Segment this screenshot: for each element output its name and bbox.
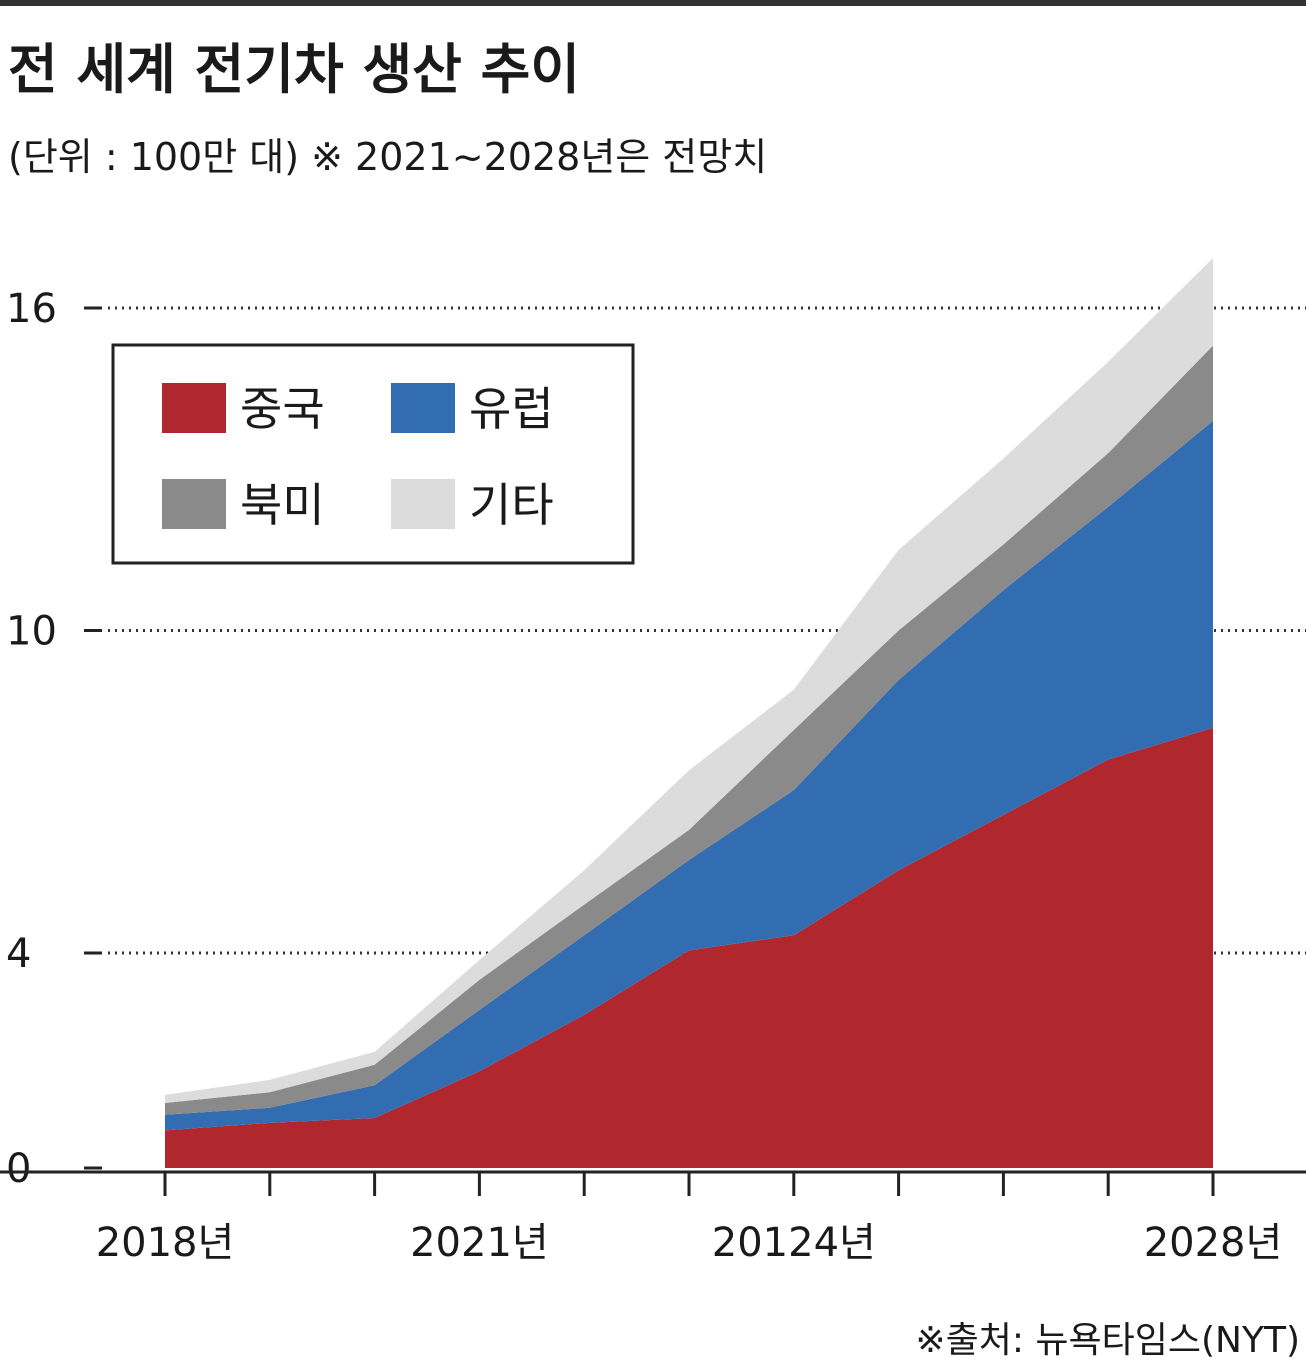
top-border [0, 0, 1306, 6]
x-tick-label: 2018년 [96, 1220, 235, 1266]
legend-label: 유럽 [469, 382, 554, 436]
chart-subtitle: (단위 : 100만 대) ※ 2021~2028년은 전망치 [8, 135, 767, 179]
legend-box [111, 343, 635, 565]
y-tick-label: 0 [6, 1146, 31, 1192]
x-tick-label: 2028년 [1144, 1220, 1283, 1266]
legend-swatch [391, 479, 455, 529]
x-tick-label: 20124년 [712, 1220, 876, 1266]
legend-label: 북미 [240, 478, 325, 532]
y-tick-label: 4 [6, 931, 31, 977]
legend-swatch [162, 479, 226, 529]
legend-label: 중국 [240, 382, 325, 436]
area [165, 727, 1213, 1168]
source: ※출처: 뉴욕타임스(NYT) [915, 1320, 1300, 1361]
y-tick-label: 10 [6, 609, 57, 655]
legend-label: 기타 [469, 478, 554, 532]
x-tick-label: 2021년 [410, 1220, 549, 1266]
chart-title: 전 세계 전기차 생산 추이 [8, 38, 580, 101]
y-tick-label: 16 [6, 286, 57, 332]
area [165, 420, 1213, 1131]
legend-swatch [391, 383, 455, 433]
legend-swatch [162, 383, 226, 433]
